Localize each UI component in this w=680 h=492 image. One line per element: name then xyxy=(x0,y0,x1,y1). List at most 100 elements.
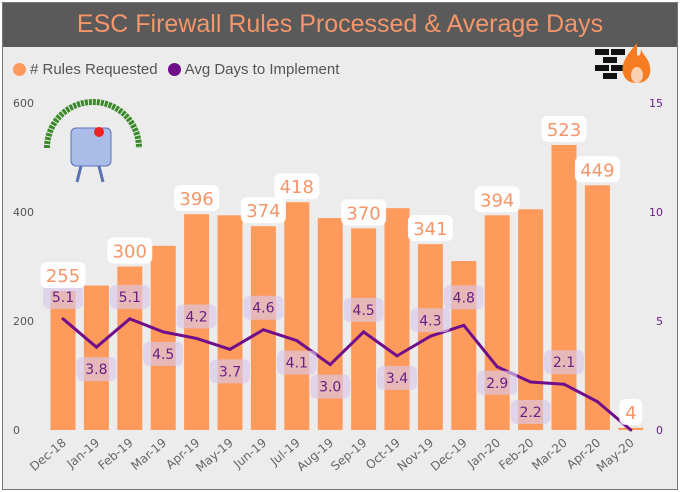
line-point-May-19 xyxy=(228,347,232,351)
line-label-box xyxy=(210,359,250,384)
line-point-Oct-19 xyxy=(395,354,399,358)
legend-marker-line xyxy=(167,63,181,76)
bar-data-label: 523 xyxy=(547,120,581,141)
bar-label-box xyxy=(40,262,86,289)
bar-label-box xyxy=(619,398,643,425)
esc-logo xyxy=(44,99,142,183)
bar-data-label: 396 xyxy=(179,189,213,210)
bar-label-box xyxy=(541,115,587,142)
legend: # Rules Requested Avg Days to Implement xyxy=(13,61,339,78)
chart-svg: 5.1 3.8 5.1 4.5 4.2 3.7 4.6 4.1 3.0 4.5 3.4 4.3 4.8 2… xyxy=(13,43,663,475)
y-left-tick-label: 0 xyxy=(13,424,20,437)
line-data-label: 4.2 xyxy=(185,309,207,325)
line-point-Jan-19 xyxy=(94,345,98,349)
line-data-label: 5.1 xyxy=(119,290,141,306)
line-label-box xyxy=(377,365,417,390)
bar-Mar-19 xyxy=(150,245,176,430)
x-tick-label: Mar-20 xyxy=(529,436,570,473)
line-label-box xyxy=(510,400,551,425)
bar-data-label: 394 xyxy=(480,190,514,211)
line-point-Feb-19 xyxy=(128,317,132,321)
line-label-box xyxy=(109,284,150,309)
line-point-Jul-19 xyxy=(295,339,299,343)
x-tick-label: Feb-19 xyxy=(95,436,135,473)
bar-label-box xyxy=(274,173,320,200)
y-right-tick-label: 10 xyxy=(649,206,663,219)
bar-data-label: 300 xyxy=(113,242,147,263)
line-data-label: 4.5 xyxy=(352,303,374,319)
bar-data-label: 418 xyxy=(280,177,314,198)
x-tick-label: Jun-19 xyxy=(230,436,269,472)
bar-Jul-19 xyxy=(284,202,310,430)
y-right-tick-label: 5 xyxy=(656,315,663,328)
line-point-Feb-20 xyxy=(529,380,533,384)
x-tick-label: Mar-19 xyxy=(128,436,169,473)
bar-label-box xyxy=(174,185,220,212)
y-left-tick-label: 400 xyxy=(13,206,34,219)
line-label-box xyxy=(243,295,284,320)
bar-label-box xyxy=(107,237,153,264)
line-label-box xyxy=(443,285,484,310)
y-left-tick-label: 600 xyxy=(13,97,34,110)
line-point-Apr-20 xyxy=(595,400,599,404)
line-data-label: 3.4 xyxy=(386,371,408,387)
y-left-tick-label: 200 xyxy=(13,315,34,328)
bar-data-label: 449 xyxy=(580,160,614,181)
line-data-label: 3.0 xyxy=(319,380,341,396)
legend-label-line: Avg Days to Implement xyxy=(184,61,340,78)
bar-data-label: 370 xyxy=(346,203,380,224)
bar-label-box xyxy=(240,197,286,224)
line-data-label: 5.1 xyxy=(52,290,74,306)
line-point-Sep-19 xyxy=(362,330,366,334)
line-point-May-20 xyxy=(629,428,633,432)
legend-marker-bars xyxy=(13,63,26,76)
bar-Dec-18 xyxy=(50,291,76,430)
line-label-box xyxy=(43,284,83,309)
bar-label-box xyxy=(341,199,387,226)
line-label-box xyxy=(410,308,451,333)
line-data-label: 2.2 xyxy=(519,405,541,421)
x-tick-label: May-20 xyxy=(594,436,637,475)
line-data-label: 2.9 xyxy=(486,376,508,392)
line-point-Mar-19 xyxy=(161,330,165,334)
line-label-box xyxy=(544,350,584,375)
line-label-box xyxy=(477,370,518,395)
x-tick-label: Nov-19 xyxy=(395,436,437,474)
bar-data-label: 255 xyxy=(46,266,80,287)
line-point-Jan-20 xyxy=(495,365,499,369)
bar-Feb-20 xyxy=(518,209,544,430)
line-data-label: 4.5 xyxy=(152,347,174,363)
line-data-label: 3.7 xyxy=(219,364,241,380)
line-point-Apr-19 xyxy=(195,336,199,340)
bar-Jun-19 xyxy=(250,226,276,430)
legend-label-bars: # Rules Requested xyxy=(30,61,158,78)
line-label-box xyxy=(276,350,317,375)
chart-title: ESC Firewall Rules Processed & Average D… xyxy=(3,3,677,47)
bar-May-19 xyxy=(217,215,243,430)
line-label-box xyxy=(343,297,384,322)
line-label-box xyxy=(176,304,217,329)
bar-label-box xyxy=(407,215,453,242)
x-tick-label: Jan-19 xyxy=(63,436,102,472)
x-tick-label: Jan-20 xyxy=(464,436,503,472)
line-data-label: 4.8 xyxy=(453,290,475,306)
line-avg-days xyxy=(62,317,632,432)
x-tick-label: May-19 xyxy=(193,436,236,475)
y-right-tick-label: 15 xyxy=(649,97,663,110)
line-point-Jun-19 xyxy=(261,328,265,332)
bar-Oct-19 xyxy=(384,208,410,430)
bar-Sep-19 xyxy=(351,228,377,430)
line-point-Mar-20 xyxy=(562,382,566,386)
bar-label-box xyxy=(474,186,520,213)
line-label-box xyxy=(310,374,351,399)
x-tick-label: Dec-19 xyxy=(428,436,470,474)
line-point-Dec-18 xyxy=(61,317,65,321)
line-data-label: 4.6 xyxy=(252,301,274,317)
firewall-icon xyxy=(595,43,651,83)
x-tick-label: Sep-19 xyxy=(328,436,369,474)
bar-data-label: 374 xyxy=(246,201,280,222)
x-tick-label: Feb-20 xyxy=(496,436,536,473)
bar-Apr-20 xyxy=(584,185,610,430)
x-tick-label: Dec-18 xyxy=(27,436,69,474)
line-point-Dec-19 xyxy=(462,323,466,327)
